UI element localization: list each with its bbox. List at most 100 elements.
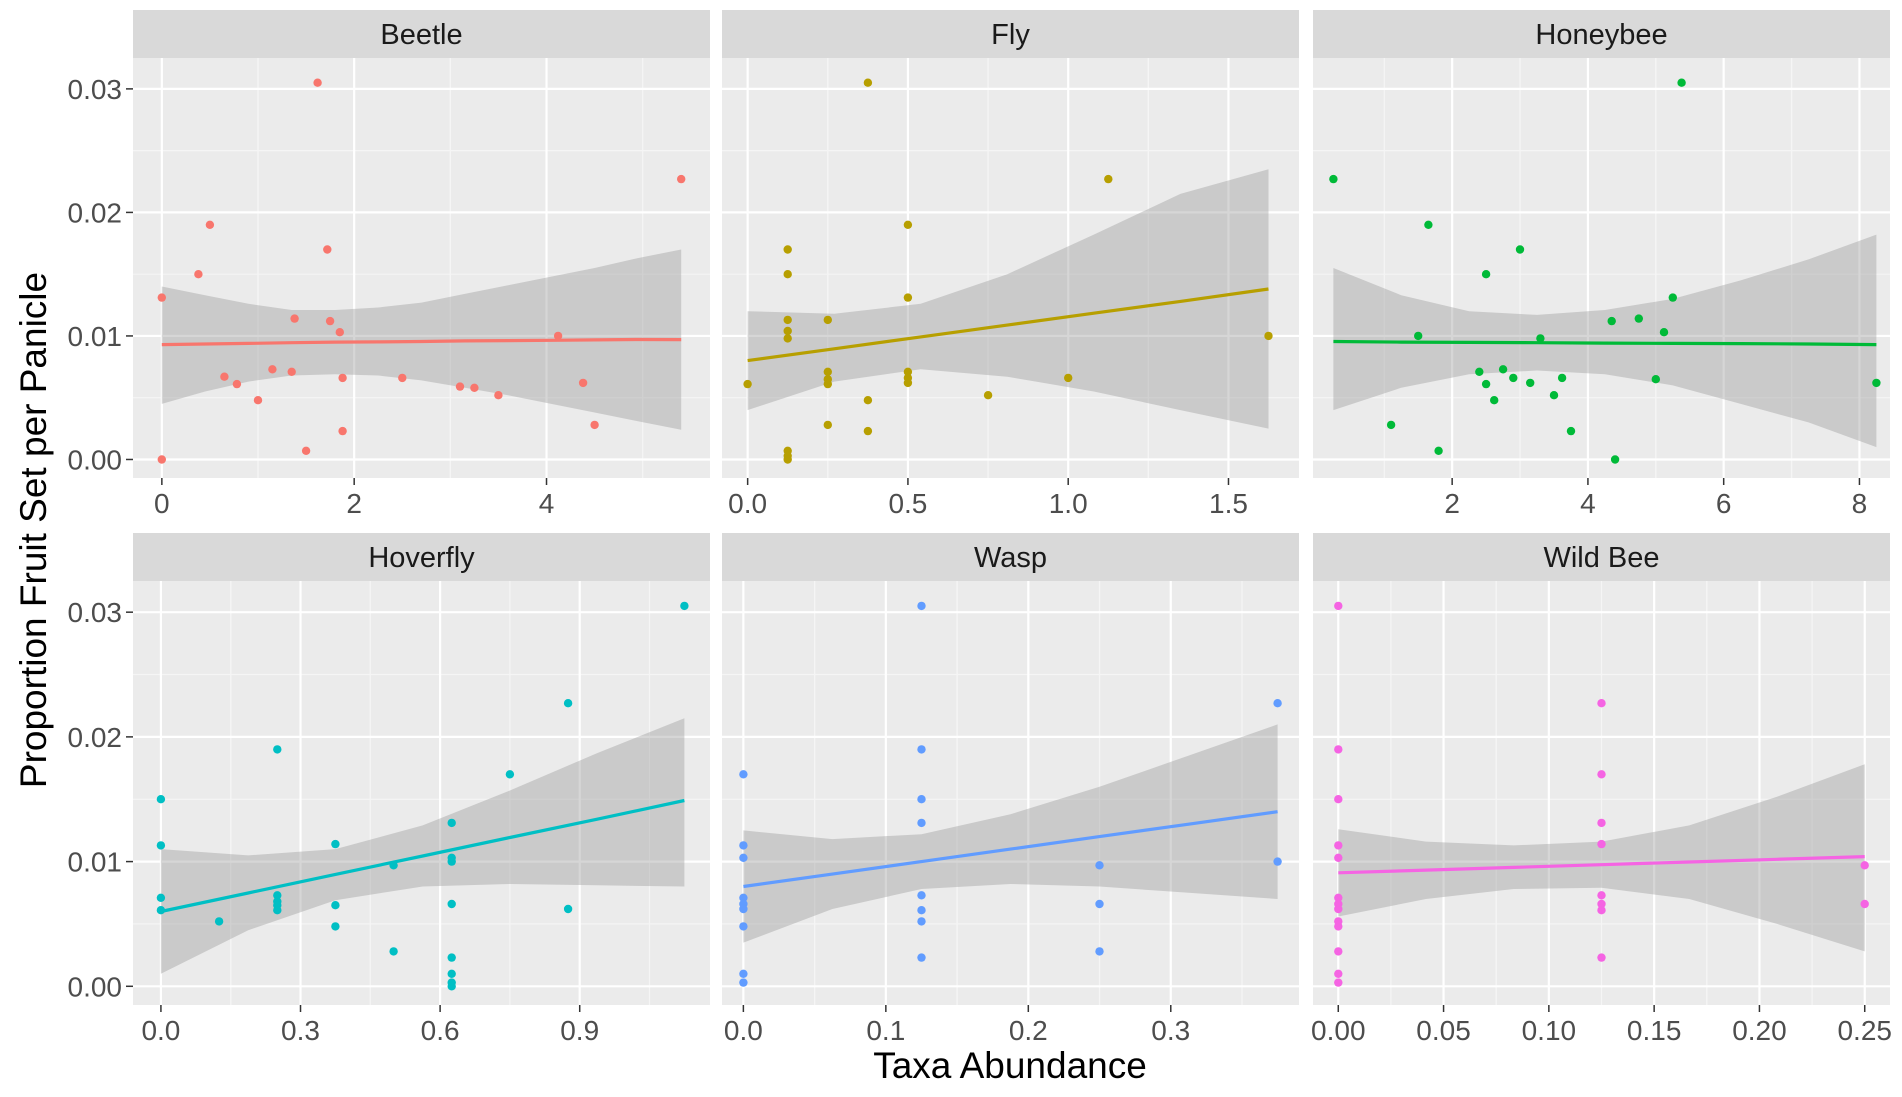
facet-panel-honeybee: Honeybee 2 4 6 8: [1313, 10, 1890, 519]
confidence-band: [160, 718, 685, 974]
major-gridlines: [722, 58, 1299, 478]
panel-background: [722, 581, 1299, 1005]
x-tick-label: 8: [1852, 488, 1868, 519]
x-tick-label: 0.1: [866, 1015, 905, 1046]
confidence-band: [743, 724, 1278, 943]
data-point: [1597, 770, 1606, 779]
data-point: [325, 316, 335, 326]
data-point: [1607, 316, 1616, 326]
y-tick-label: 0.01: [68, 847, 123, 878]
data-points: [1334, 601, 1869, 987]
data-point: [1597, 953, 1606, 962]
data-point: [1481, 270, 1491, 279]
data-point: [917, 953, 926, 962]
data-point: [214, 917, 224, 926]
data-point: [1597, 899, 1606, 909]
minor-gridlines: [133, 581, 710, 1005]
x-tick-label: 0.5: [888, 488, 927, 519]
data-point: [1557, 373, 1567, 383]
data-point: [494, 391, 503, 400]
minor-gridlines: [1313, 581, 1890, 1005]
facet-strip: [1313, 533, 1890, 581]
data-point: [783, 455, 792, 464]
data-point: [863, 78, 873, 87]
data-point: [743, 379, 752, 389]
regression-line: [160, 798, 685, 914]
facet-panel-beetle: Beetle 0.00 0.01 0.02 0.03 0 2 4: [68, 10, 710, 519]
minor-gridlines: [722, 58, 1299, 478]
x-tick-label: 0.3: [1151, 1015, 1190, 1046]
x-tick-label: 0.25: [1837, 1015, 1892, 1046]
data-point: [470, 383, 479, 392]
data-point: [447, 857, 456, 866]
data-point: [1095, 861, 1104, 870]
data-point: [1264, 331, 1273, 341]
facet-panel-hoverfly: Hoverfly 0.00 0.01 0.02 0.03 0.0 0.3 0.6 0.9: [68, 533, 710, 1046]
data-point: [1860, 861, 1869, 870]
y-tick-label: 0.02: [68, 722, 123, 753]
data-point: [739, 841, 748, 850]
data-point: [1334, 841, 1343, 850]
data-point: [205, 220, 215, 229]
data-point: [220, 372, 229, 381]
data-point: [1515, 245, 1525, 254]
data-point: [1273, 857, 1282, 866]
data-point: [917, 795, 926, 804]
data-point: [273, 891, 282, 900]
major-gridlines: [133, 58, 710, 478]
data-point: [1414, 331, 1423, 341]
data-point: [447, 899, 456, 909]
y-tick-label: 0.01: [68, 321, 123, 352]
data-point: [1386, 420, 1396, 430]
x-tick-label: 1.0: [1049, 488, 1088, 519]
data-point: [1526, 378, 1535, 388]
regression-line: [1333, 339, 1877, 347]
x-tick-label: 0: [154, 488, 170, 519]
data-point: [455, 382, 465, 391]
data-point: [1597, 699, 1606, 708]
x-tick-label: 0.20: [1732, 1015, 1787, 1046]
data-point: [1434, 446, 1443, 455]
panel-background: [133, 58, 710, 478]
data-point: [1104, 174, 1113, 184]
data-point: [1334, 947, 1343, 956]
regression-line: [161, 337, 682, 347]
data-point: [783, 270, 792, 279]
data-point: [1095, 947, 1104, 956]
data-point: [1064, 373, 1073, 383]
data-point: [1481, 379, 1491, 389]
facet-strip: [722, 10, 1299, 58]
data-points: [1329, 78, 1881, 464]
data-point: [287, 367, 296, 376]
data-point: [447, 953, 456, 962]
data-point: [157, 293, 166, 302]
data-point: [1329, 174, 1338, 184]
x-tick-label: 0.10: [1522, 1015, 1577, 1046]
data-point: [739, 770, 748, 779]
data-point: [680, 601, 689, 611]
data-point: [590, 420, 599, 430]
data-point: [253, 396, 263, 405]
data-point: [331, 901, 340, 910]
data-point: [1334, 601, 1343, 611]
data-point: [783, 326, 792, 336]
data-point: [1334, 745, 1343, 754]
y-tick-label: 0.03: [68, 74, 123, 105]
data-point: [1424, 220, 1433, 229]
data-point: [739, 893, 748, 902]
data-point: [917, 906, 926, 915]
y-tick-label: 0.03: [68, 597, 123, 628]
x-tick-label: 0.0: [724, 1015, 763, 1046]
data-point: [739, 853, 748, 862]
data-point: [505, 770, 515, 779]
data-point: [1536, 334, 1545, 343]
facet-panel-wild-bee: Wild Bee 0.00 0.05 0.10 0.15 0.20 0.25: [1311, 533, 1892, 1046]
x-tick-label: 0.9: [560, 1015, 599, 1046]
facet-strip-label: Honeybee: [1535, 19, 1667, 51]
confidence-band: [747, 169, 1269, 429]
data-point: [290, 314, 299, 323]
data-points: [739, 601, 1282, 987]
data-point: [313, 78, 322, 87]
facet-strip-label: Beetle: [380, 19, 462, 51]
